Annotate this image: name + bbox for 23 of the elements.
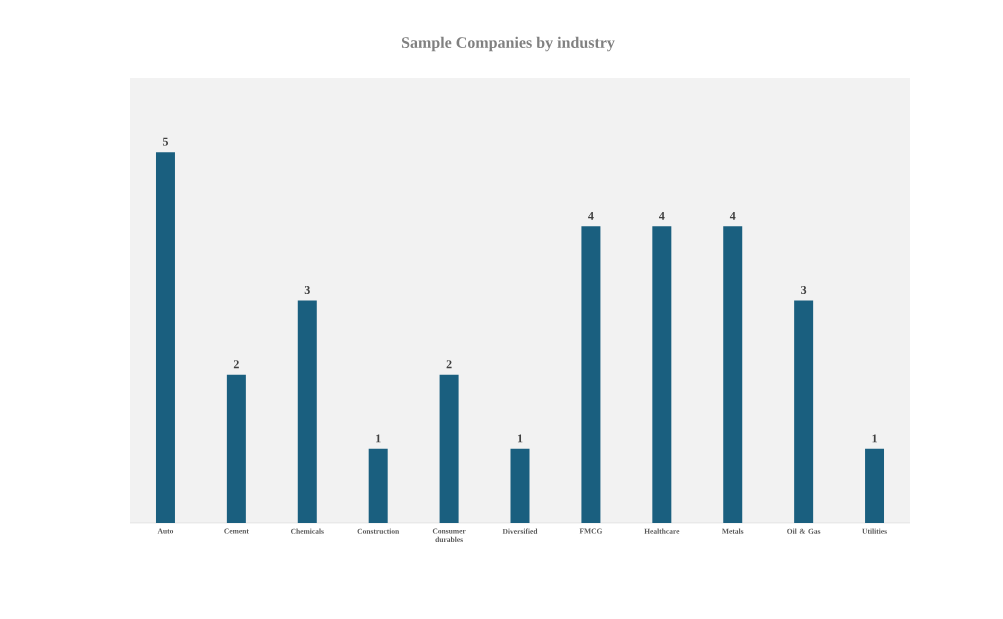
bar xyxy=(297,300,317,523)
bar xyxy=(865,448,885,523)
bar xyxy=(368,448,388,523)
bar xyxy=(652,226,672,523)
bar xyxy=(439,374,459,523)
bar xyxy=(155,152,175,523)
data-label: 2 xyxy=(233,360,239,369)
data-label: 4 xyxy=(658,211,665,220)
data-label: 4 xyxy=(588,211,594,220)
data-label: 1 xyxy=(872,434,877,443)
data-label: 5 xyxy=(162,137,169,146)
bar xyxy=(226,374,246,523)
data-label: 1 xyxy=(517,434,523,443)
data-label: 3 xyxy=(801,285,807,294)
data-label: 4 xyxy=(729,211,736,220)
bar xyxy=(510,448,530,523)
data-label: 1 xyxy=(376,434,381,443)
bar xyxy=(581,226,601,523)
data-label: 2 xyxy=(446,360,452,369)
data-label: 3 xyxy=(304,285,310,294)
bar xyxy=(794,300,814,523)
bar xyxy=(723,226,743,523)
chart-title: Sample Companies by industry xyxy=(401,36,615,52)
